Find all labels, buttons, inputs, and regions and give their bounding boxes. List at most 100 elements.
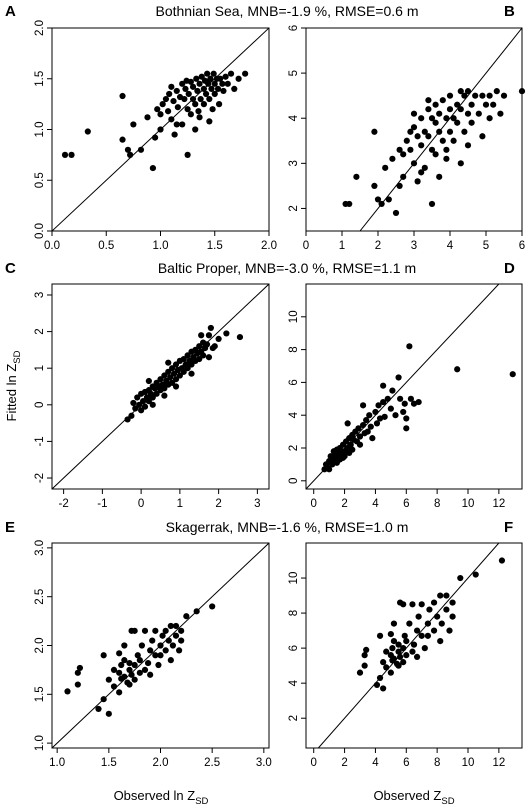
data-point bbox=[482, 101, 490, 108]
data-point bbox=[139, 398, 147, 405]
data-point bbox=[397, 395, 404, 402]
data-point bbox=[149, 401, 156, 408]
data-point bbox=[161, 372, 168, 379]
data-point bbox=[364, 428, 371, 435]
x-axis-label-right: Observed ZSD bbox=[373, 788, 454, 807]
data-point bbox=[432, 101, 439, 108]
data-point bbox=[457, 160, 464, 167]
data-point bbox=[147, 647, 154, 654]
data-point bbox=[203, 341, 211, 348]
data-point bbox=[168, 83, 175, 90]
data-point bbox=[178, 627, 185, 634]
data-point bbox=[381, 413, 388, 420]
data-point bbox=[235, 75, 242, 82]
data-point bbox=[401, 400, 408, 407]
data-point bbox=[498, 557, 506, 564]
data-point bbox=[211, 343, 218, 350]
data-point bbox=[400, 408, 407, 416]
data-point bbox=[425, 133, 432, 140]
data-point bbox=[347, 441, 354, 448]
panel-letter: C bbox=[5, 260, 16, 277]
data-point bbox=[367, 423, 374, 430]
data-point bbox=[128, 671, 135, 678]
data-point bbox=[165, 359, 172, 366]
data-point bbox=[359, 421, 367, 429]
data-point bbox=[214, 85, 222, 92]
data-point bbox=[196, 343, 203, 350]
data-point bbox=[136, 669, 143, 676]
data-point bbox=[401, 632, 408, 639]
data-point bbox=[406, 343, 413, 350]
data-point bbox=[118, 661, 125, 669]
data-point bbox=[68, 151, 75, 158]
data-point bbox=[209, 603, 216, 610]
data-point bbox=[149, 637, 156, 644]
data-point bbox=[421, 164, 428, 171]
x-axis-label-right-subscript: SD bbox=[441, 796, 454, 807]
data-point bbox=[223, 330, 230, 337]
data-point bbox=[231, 85, 238, 92]
data-point bbox=[418, 169, 425, 176]
data-point bbox=[193, 75, 200, 82]
data-point bbox=[161, 392, 168, 399]
panel-letter: B bbox=[504, 3, 515, 20]
data-point bbox=[400, 659, 407, 666]
data-point bbox=[217, 75, 224, 82]
data-point bbox=[207, 324, 214, 332]
x-tick-label: 6 bbox=[403, 498, 409, 510]
data-point bbox=[132, 405, 139, 412]
x-tick-label: 0.5 bbox=[98, 240, 114, 252]
data-point bbox=[376, 674, 384, 682]
panel-letter: E bbox=[5, 519, 15, 536]
data-point bbox=[179, 80, 186, 87]
data-point bbox=[461, 92, 468, 99]
data-point bbox=[224, 80, 231, 87]
data-point bbox=[207, 75, 214, 82]
data-point bbox=[165, 368, 172, 375]
y-tick-label: 4 bbox=[288, 114, 300, 121]
data-point bbox=[432, 151, 439, 158]
data-point bbox=[227, 70, 235, 77]
data-point bbox=[373, 420, 381, 427]
data-point bbox=[415, 613, 422, 620]
data-point bbox=[486, 92, 493, 99]
data-point bbox=[389, 645, 396, 652]
y-tick-label: 1 bbox=[34, 365, 46, 371]
data-point bbox=[110, 666, 118, 674]
data-point bbox=[383, 664, 390, 671]
data-point bbox=[479, 133, 486, 140]
data-point bbox=[373, 681, 381, 689]
data-point bbox=[180, 355, 187, 363]
plot-frame bbox=[305, 542, 523, 749]
data-point bbox=[410, 110, 418, 117]
reference-line-1to1 bbox=[317, 543, 500, 748]
data-point bbox=[410, 641, 418, 648]
y-tick-label: 2 bbox=[288, 445, 300, 451]
x-tick-label: 12 bbox=[492, 757, 505, 769]
data-point bbox=[457, 106, 464, 113]
data-point bbox=[392, 412, 399, 419]
data-point bbox=[446, 92, 454, 99]
data-point bbox=[164, 108, 172, 115]
x-tick-label: 1.0 bbox=[153, 240, 169, 252]
data-point bbox=[196, 355, 203, 363]
data-point bbox=[403, 415, 410, 422]
data-point bbox=[147, 671, 154, 678]
y-tick-label: 8 bbox=[288, 610, 300, 616]
data-point bbox=[134, 394, 141, 401]
y-tick-label: 10 bbox=[288, 572, 300, 585]
data-point bbox=[403, 137, 410, 144]
data-point bbox=[130, 399, 137, 407]
y-tick-label: 2 bbox=[288, 715, 300, 721]
data-point bbox=[375, 402, 382, 409]
y-tick-label: 2.5 bbox=[34, 589, 46, 605]
data-point bbox=[184, 151, 191, 158]
data-point bbox=[361, 652, 368, 659]
y-tick-label: 2 bbox=[34, 328, 46, 334]
x-tick-label: 10 bbox=[462, 498, 475, 510]
data-point bbox=[205, 80, 212, 87]
data-point bbox=[196, 80, 203, 87]
data-point bbox=[159, 632, 166, 639]
data-point bbox=[127, 151, 134, 158]
data-point bbox=[64, 688, 71, 695]
